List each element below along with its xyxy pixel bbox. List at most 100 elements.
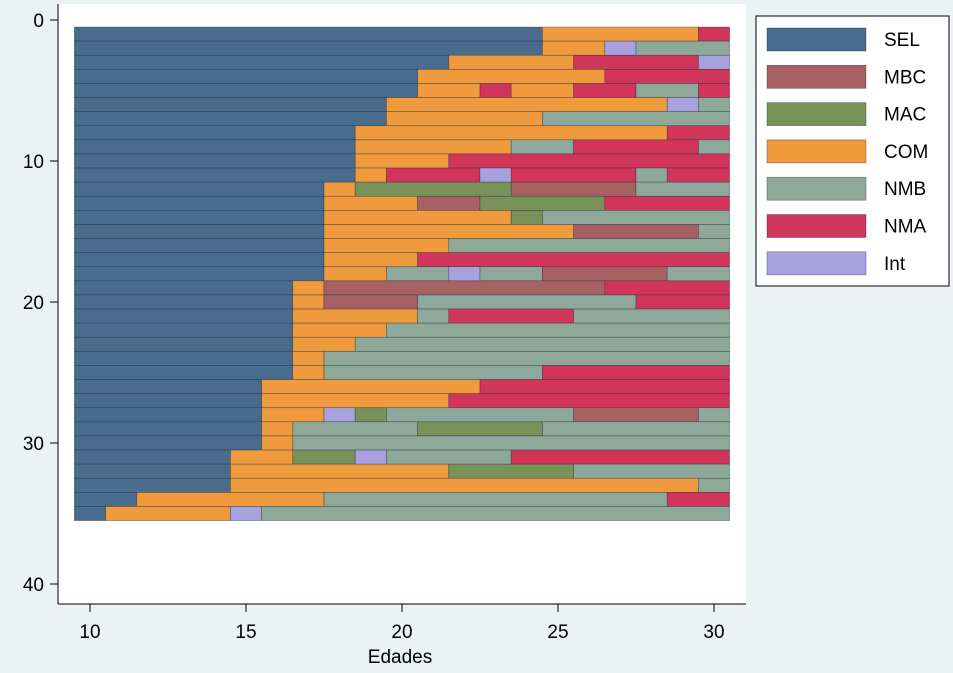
bar-segment-nma xyxy=(666,167,730,183)
bar-segment-sel xyxy=(74,421,262,437)
bar-segment-mbc xyxy=(323,294,418,310)
legend-swatch-nmb xyxy=(766,176,867,201)
bar-segment-mac xyxy=(354,407,387,423)
bar-segment-nmb xyxy=(635,83,699,98)
bar-segment-sel xyxy=(74,506,106,521)
legend-swatch-mac xyxy=(766,102,867,126)
bar-segment-nma xyxy=(542,365,730,380)
bar-segment-sel xyxy=(74,111,387,127)
bar-segment-mbc xyxy=(323,280,606,296)
bar-segment-nmb xyxy=(635,167,668,183)
legend-swatch-nma xyxy=(766,214,867,238)
bar-segment-com xyxy=(261,407,325,423)
bar-segment-nmb xyxy=(542,111,730,127)
bar-segment-com xyxy=(261,435,294,451)
bar-segment-nmb xyxy=(698,224,730,239)
bar-segment-nma xyxy=(573,139,699,155)
bar-segment-nma xyxy=(448,153,730,169)
bar-segment-int xyxy=(666,97,699,112)
bar-segment-mbc xyxy=(573,224,699,239)
y-tick-label: 20 xyxy=(23,293,44,314)
legend-label: NMA xyxy=(884,217,927,238)
bar-segment-sel xyxy=(74,463,231,479)
bar-segment-nma xyxy=(604,195,730,211)
bar-segment-sel xyxy=(74,139,356,155)
bar-segment-sel xyxy=(74,181,325,197)
bar-segment-nmb xyxy=(635,181,730,197)
bar-segment-sel xyxy=(74,365,294,380)
bar-segment-nmb xyxy=(386,266,450,282)
legend: SEL MBC MAC COM NMB NMA Int xyxy=(755,15,950,287)
bar-segment-com xyxy=(292,365,325,380)
x-tick-label: 15 xyxy=(235,622,256,643)
bar-segment-nmb xyxy=(635,40,730,56)
bar-segment-int xyxy=(604,40,637,56)
bar-segment-nmb xyxy=(386,407,574,423)
bar-segment-com xyxy=(105,506,231,521)
legend-label: MBC xyxy=(884,67,926,88)
bar-segment-com xyxy=(323,266,387,282)
bar-segment-nmb xyxy=(417,294,637,310)
x-axis-title: Edades xyxy=(368,647,432,668)
legend-swatch-int xyxy=(766,251,867,276)
bar-segment-com xyxy=(386,97,668,112)
bar-segment-sel xyxy=(74,69,418,84)
bar-segment-int xyxy=(448,266,481,282)
bar-segment-nmb xyxy=(666,266,730,282)
bar-segment-nmb xyxy=(573,308,730,324)
bar-segment-nma xyxy=(479,83,512,98)
bar-segment-nmb xyxy=(510,139,574,155)
bar-segment-mac xyxy=(292,449,356,465)
bar-segment-int xyxy=(323,407,356,423)
bar-segment-nmb xyxy=(573,463,730,479)
bar-segment-sel xyxy=(74,26,543,42)
bar-segment-sel xyxy=(74,224,325,239)
bar-segment-sel xyxy=(74,280,294,296)
bar-segment-nmb xyxy=(261,506,730,521)
y-tick-label: 30 xyxy=(23,434,44,455)
bar-segment-sel xyxy=(74,40,543,56)
bar-segment-nma xyxy=(666,492,730,507)
bar-segment-nmb xyxy=(698,139,730,155)
bar-segment-nma xyxy=(417,252,730,268)
bar-segment-mbc xyxy=(573,407,699,423)
bar-segment-com xyxy=(323,181,356,197)
bar-segment-sel xyxy=(74,125,356,141)
bar-segment-nma xyxy=(510,449,730,465)
bar-segment-mbc xyxy=(510,181,637,197)
bar-segment-mac xyxy=(417,421,543,437)
bar-segment-nmb xyxy=(354,336,730,352)
bar-segment-com xyxy=(230,477,699,493)
bar-segment-com xyxy=(542,40,606,56)
bar-segment-nma xyxy=(698,26,730,42)
bar-segment-mbc xyxy=(542,266,668,282)
bar-segment-com xyxy=(542,26,699,42)
y-tick-label: 0 xyxy=(33,11,44,32)
bar-segment-nmb xyxy=(386,322,730,338)
bar-segment-com xyxy=(354,167,387,183)
bar-segment-com xyxy=(323,238,450,253)
bar-segment-com xyxy=(386,111,543,127)
bar-segment-nma xyxy=(386,167,481,183)
bar-segment-nmb xyxy=(448,238,730,253)
bar-segment-nma xyxy=(698,83,730,98)
bar-segment-nmb xyxy=(292,435,730,451)
bar-segment-nmb xyxy=(323,351,730,366)
x-tick-label: 25 xyxy=(547,622,568,643)
bar-segment-sel xyxy=(74,97,387,112)
bar-segment-sel xyxy=(74,477,231,493)
bar-segment-com xyxy=(323,195,418,211)
bar-segment-sel xyxy=(74,54,450,70)
bar-segment-int xyxy=(698,54,730,70)
bar-segment-com xyxy=(448,54,574,70)
bar-segment-int xyxy=(230,506,262,521)
bar-segment-com xyxy=(354,153,450,169)
legend-label: NMB xyxy=(884,179,926,200)
bar-segment-com xyxy=(292,308,418,324)
bar-segment-nmb xyxy=(323,492,668,507)
bar-segment-sel xyxy=(74,210,325,225)
bar-segment-sel xyxy=(74,322,294,338)
bar-segment-int xyxy=(354,449,387,465)
bar-segment-com xyxy=(292,294,325,310)
